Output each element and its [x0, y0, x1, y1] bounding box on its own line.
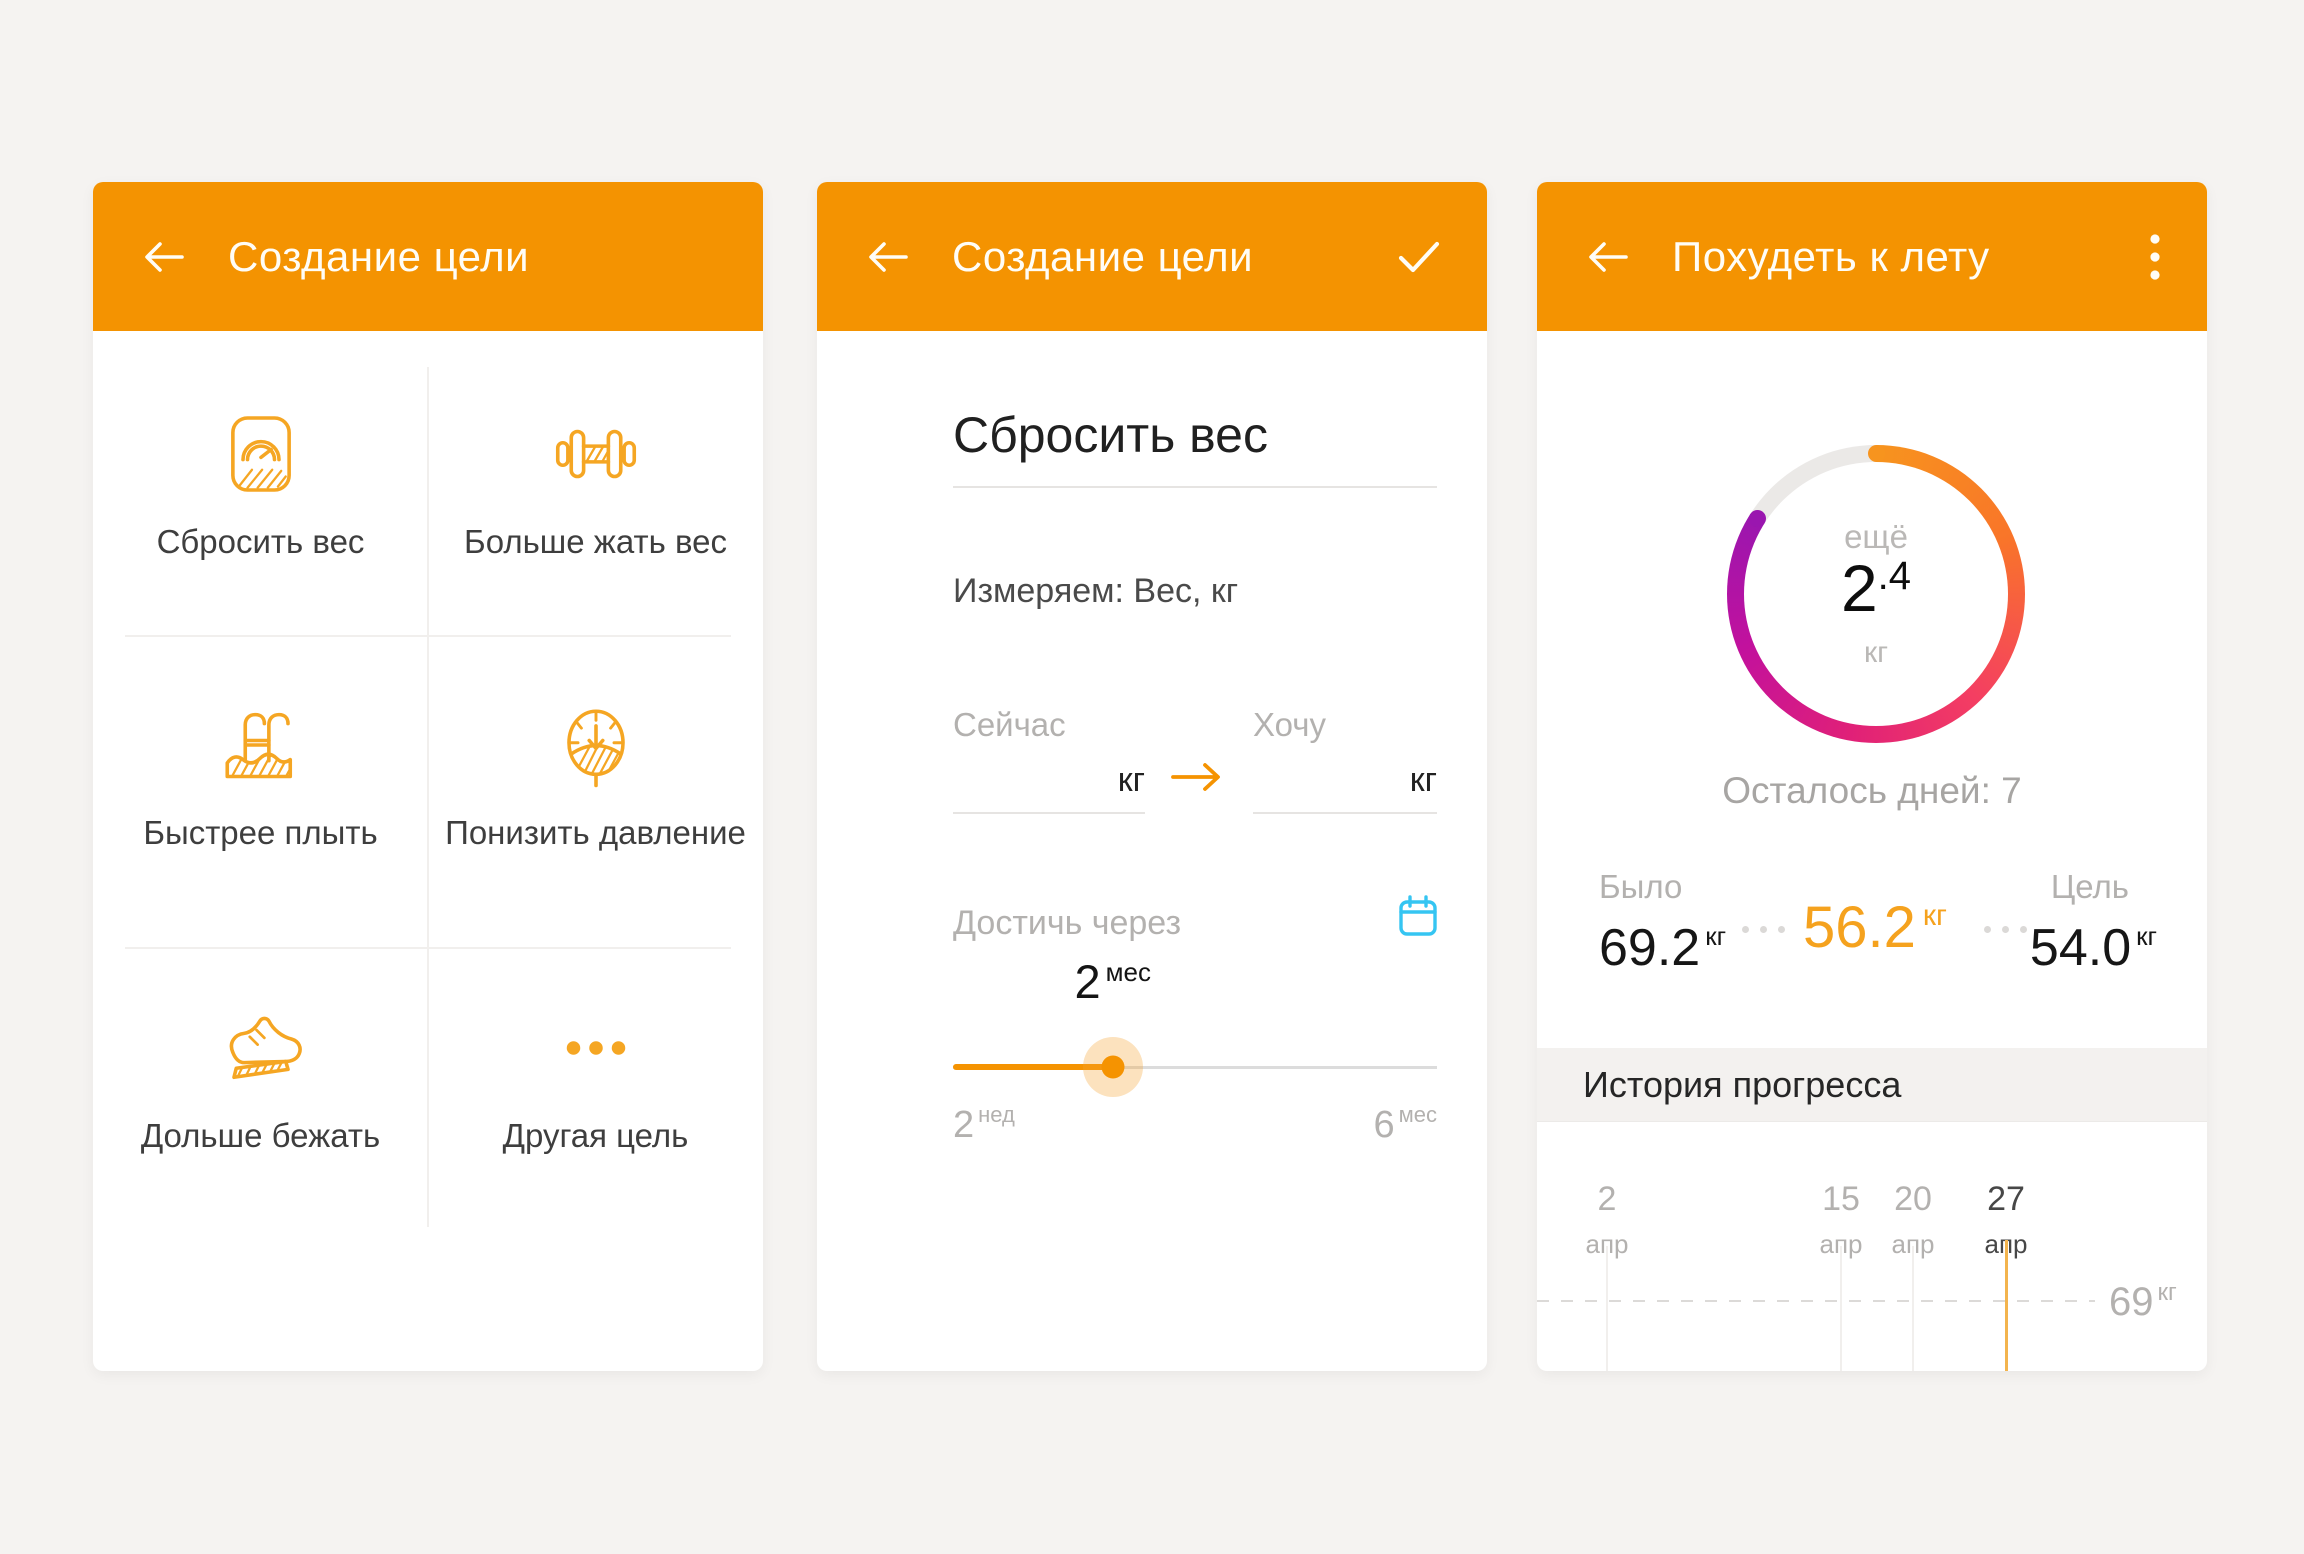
reference-dashed-line — [1537, 1300, 2095, 1302]
goal-label: Другая цель — [502, 1116, 689, 1154]
confirm-check-icon[interactable] — [1397, 239, 1441, 275]
ring-start-cap — [1867, 445, 1885, 462]
current-value-unit: кг — [1922, 899, 1947, 932]
slider-max-value: 6 — [1373, 1104, 1395, 1146]
measure-text: Измеряем: Вес, кг — [953, 572, 1239, 610]
was-value-number: 69.2 — [1599, 919, 1701, 977]
goal-label: Цель — [2050, 868, 2129, 905]
menu-kebab-icon[interactable] — [2149, 233, 2161, 281]
back-arrow-icon[interactable] — [143, 239, 185, 275]
current-value-number: 56.2 — [1803, 895, 1916, 960]
was-stat: Было 69.2 кг — [1599, 868, 1726, 978]
screen-goal-setup: Создание цели Сбросить вес Измеряем: Вес… — [817, 182, 1487, 1371]
dumbbell-icon — [551, 409, 641, 499]
dots-separator — [1984, 926, 2027, 933]
screen3-title: Похудеть к лету — [1672, 232, 1990, 280]
screen-goal-progress: Похудеть к лету ещё 2.4 кг Осталось дней… — [1537, 182, 2207, 1371]
slider-track[interactable] — [953, 1066, 1437, 1069]
history-gridline-active — [2005, 1240, 2008, 1371]
days-left-text: Осталось дней: 7 — [1722, 770, 2022, 811]
goal-option-lose-weight[interactable]: Сбросить вес — [93, 365, 428, 635]
history-gridline — [1840, 1246, 1842, 1371]
goal-option-other[interactable]: Другая цель — [428, 947, 763, 1240]
screen1-title: Создание цели — [228, 232, 530, 280]
history-section-header: История прогресса — [1537, 1048, 2207, 1122]
current-weight-field[interactable]: Сейчас кг — [953, 706, 1145, 814]
goal-grid: Сбросить вес Больше жать вес — [93, 365, 763, 1240]
goal-option-swim-faster[interactable]: Быстрее плыть — [93, 635, 428, 947]
pressure-gauge-icon — [551, 700, 641, 790]
pool-ladder-icon — [216, 700, 306, 790]
grid-divider-horizontal — [125, 635, 731, 637]
remaining-prefix: ещё — [1844, 518, 1908, 555]
dots-separator — [1742, 926, 1785, 933]
remaining-value: 2.4 — [1727, 550, 2025, 626]
goal-name-field[interactable]: Сбросить вес — [953, 407, 1268, 463]
history-date-20-apr: 20 апр — [1891, 1180, 1935, 1259]
goal-label: Сбросить вес — [156, 523, 365, 560]
slider-thumb[interactable] — [1101, 1055, 1125, 1079]
target-weight-field[interactable]: Хочу кг — [1253, 706, 1437, 814]
reference-weight-label: 69 кг — [2109, 1279, 2177, 1325]
goal-label: Быстрее плыть — [143, 814, 378, 851]
goal-value-unit: кг — [2136, 921, 2157, 951]
screen2-header: Создание цели — [817, 182, 1487, 331]
was-value: 69.2 кг — [1599, 918, 1726, 978]
screen-goal-type-picker: Создание цели Сбросить вес — [93, 182, 763, 1371]
slider-max-unit: мес — [1398, 1102, 1437, 1127]
progress-ring-hole — [1744, 462, 2008, 726]
scale-icon — [216, 409, 306, 499]
current-weight-label: Сейчас — [953, 706, 1066, 743]
target-weight-unit: кг — [1409, 761, 1437, 799]
remaining-value-int: 2 — [1840, 551, 1878, 625]
history-section-title: История прогресса — [1583, 1063, 1902, 1105]
running-shoe-icon — [216, 1003, 306, 1093]
goal-value-number: 54.0 — [2029, 919, 2132, 977]
slider-min-label: 2 нед — [953, 1102, 1015, 1147]
duration-slider[interactable]: 2 мес 2 нед 6 мес — [953, 954, 1437, 1164]
goal-label: Больше жать вес — [464, 523, 727, 560]
more-goal-icon — [551, 1003, 641, 1093]
goal-option-run-longer[interactable]: Дольше бежать — [93, 947, 428, 1240]
ring-end-cap — [1748, 510, 1766, 528]
screen3-header: Похудеть к лету — [1537, 182, 2207, 331]
slider-min-unit: нед — [978, 1102, 1015, 1127]
target-weight-label: Хочу — [1253, 706, 1326, 743]
reference-value: 69 — [2109, 1280, 2154, 1324]
back-arrow-icon[interactable] — [1587, 239, 1629, 275]
grid-divider-horizontal — [125, 947, 731, 949]
slider-min-value: 2 — [953, 1104, 975, 1146]
was-value-unit: кг — [1705, 921, 1727, 951]
goal-label: Понизить давление — [445, 814, 746, 851]
goal-value: 54.0 кг — [2030, 918, 2157, 978]
remaining-value-fraction: .4 — [1877, 554, 1912, 598]
screen2-title: Создание цели — [952, 232, 1254, 280]
current-weight-unit: кг — [1117, 761, 1145, 799]
duration-label: Достичь через — [953, 904, 1182, 942]
goal-name-underline — [953, 486, 1437, 488]
history-gridline — [1606, 1246, 1608, 1371]
reference-unit: кг — [2157, 1279, 2177, 1306]
remaining-unit: кг — [1863, 636, 1889, 669]
goal-option-lift-more-weight[interactable]: Больше жать вес — [428, 365, 763, 635]
back-arrow-icon[interactable] — [867, 239, 909, 275]
was-label: Было — [1599, 868, 1683, 905]
arrow-right-icon — [1171, 762, 1221, 792]
duration-slider-fill — [953, 1064, 1113, 1070]
duration-value-number: 2 — [1074, 955, 1101, 1008]
screen1-header: Создание цели — [93, 182, 763, 331]
slider-max-label: 6 мес — [1373, 1102, 1437, 1147]
current-weight-stat: 56.2 кг — [1803, 894, 1947, 961]
goal-option-lower-pressure[interactable]: Понизить давление — [428, 635, 763, 947]
goal-stat: Цель 54.0 кг — [2030, 868, 2157, 978]
calendar-icon[interactable] — [1397, 894, 1439, 938]
goal-label: Дольше бежать — [140, 1116, 381, 1154]
duration-value: 2 мес — [1074, 954, 1150, 1009]
duration-value-unit: мес — [1105, 957, 1151, 987]
grid-divider-vertical — [427, 367, 429, 1227]
history-gridline — [1912, 1246, 1914, 1371]
